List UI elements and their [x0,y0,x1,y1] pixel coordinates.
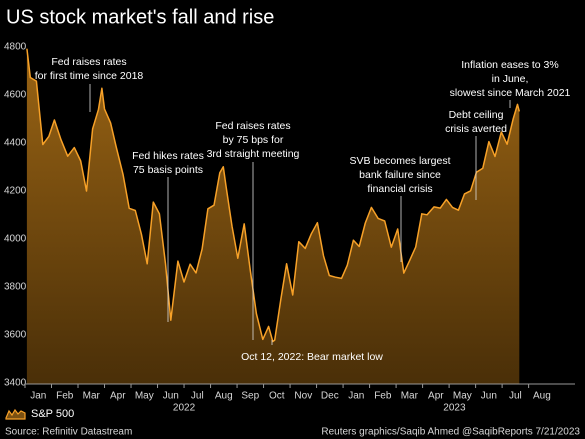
annotation: for first time since 2018 [35,70,144,82]
chart-title: US stock market's fall and rise [6,6,274,28]
annotation: by 75 bps for [223,134,284,146]
line [26,48,521,343]
annotation: bank failure since [359,169,441,181]
annotation: in June, [492,73,529,85]
x-tick-label: Feb [56,391,74,402]
y-tick-label: 4600 [4,90,27,101]
annotation: 3rd straight meeting [207,148,300,160]
y-tick-label: 4000 [4,234,27,245]
annotation: Fed raises rates [51,56,126,68]
annotation: financial crisis [367,183,432,195]
credit: Reuters graphics/Saqib Ahmed @SaqibRepor… [321,427,580,438]
y-tick-label: 4800 [4,42,27,53]
annotation: 75 basis points [133,164,203,176]
annotation: Oct 12, 2022: Bear market low [241,351,383,363]
source: Source: Refinitiv Datastream [5,427,132,438]
x-tick-label: Jun [481,391,497,402]
x-tick-label: Feb [374,391,392,402]
legend-label: S&P 500 [31,408,74,420]
y-tick-label: 4400 [4,138,27,149]
y-tick-label: 3800 [4,282,27,293]
x-tick-label: Oct [269,391,285,402]
y-tick-label: 4200 [4,186,27,197]
annotation: Debt ceiling [449,109,504,121]
y-tick-label: 3400 [4,378,27,389]
x-tick-label: Jul [509,391,522,402]
x-tick-label: Jun [163,391,179,402]
x-tick-label: Aug [533,391,551,402]
annotation: crisis averted [445,123,507,135]
annotation: Inflation eases to 3% [461,59,558,71]
y-tick-label: 3600 [4,330,27,341]
x-tick-label: Mar [401,391,419,402]
annotation: SVB becomes largest [350,155,451,167]
x-tick-label: Nov [294,391,312,402]
x-tick-label: Dec [321,391,339,402]
x-tick-label: May [135,391,154,402]
year-label: 2022 [173,403,196,414]
annotation: slowest since March 2021 [450,87,571,99]
x-tick-label: Mar [83,391,101,402]
annotation: Fed raises rates [215,120,290,132]
x-tick-label: Jan [30,391,46,402]
x-tick-label: Jan [348,391,364,402]
legend-swatch [5,408,26,420]
area [26,48,520,384]
x-tick-label: May [453,391,472,402]
year-label: 2023 [443,403,466,414]
x-tick-label: Aug [215,391,233,402]
x-tick-label: Apr [110,391,126,402]
x-tick-label: Sep [241,391,259,402]
x-tick-label: Jul [191,391,204,402]
x-tick-label: Apr [428,391,444,402]
annotation: Fed hikes rates [132,150,204,162]
